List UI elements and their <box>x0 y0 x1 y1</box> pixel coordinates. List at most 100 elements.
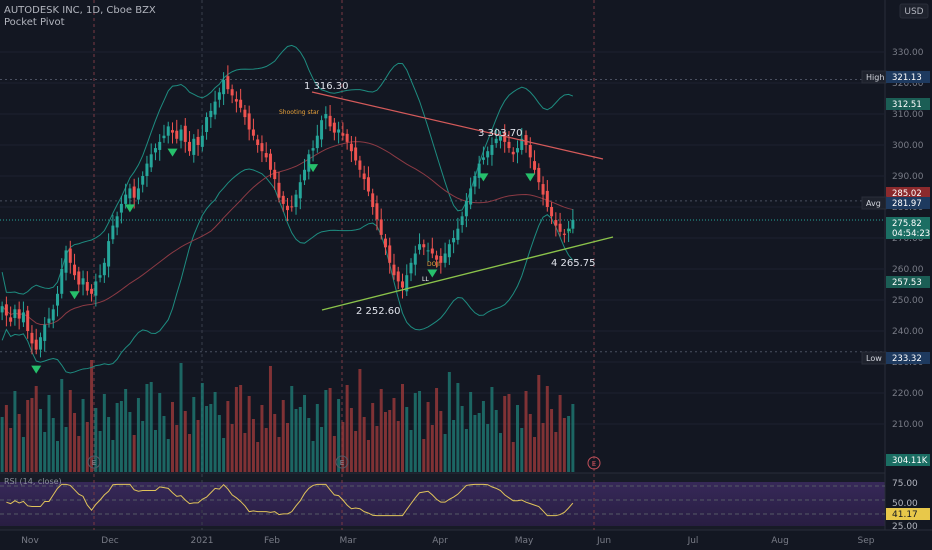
candle <box>554 212 558 237</box>
candle-body <box>102 262 106 276</box>
candle-body <box>60 269 64 294</box>
volume-bar <box>315 404 319 472</box>
price-tag-bg <box>886 197 930 209</box>
volume-bar <box>435 388 439 472</box>
volume-bar <box>388 410 392 472</box>
candle-body <box>205 117 209 132</box>
volume-bar <box>311 441 315 472</box>
pivot-label-2: 2 252.60 <box>356 306 401 317</box>
volume-bar <box>401 384 404 472</box>
price-tag: 257.53 <box>886 276 930 288</box>
volume-bar <box>375 426 379 472</box>
event-marker-1[interactable]: E <box>87 455 101 469</box>
candle <box>256 134 260 153</box>
candle <box>213 90 217 120</box>
event-marker-2[interactable]: E <box>335 455 349 469</box>
candle-body <box>34 339 38 350</box>
volume-bar <box>30 398 34 472</box>
candle <box>286 198 289 221</box>
candle-body <box>447 244 451 258</box>
candle-body <box>56 293 59 306</box>
candle-body <box>550 207 554 217</box>
candle-body <box>366 177 370 192</box>
volume-bar <box>332 436 336 472</box>
candle-body <box>85 282 89 291</box>
volume-bar <box>0 417 4 472</box>
volume-bar <box>256 442 260 472</box>
candle-body <box>320 120 324 140</box>
candle <box>264 142 268 163</box>
support-trendline[interactable] <box>321 236 614 311</box>
candle-body <box>260 143 264 152</box>
time-tick: Feb <box>264 536 280 546</box>
candle <box>209 103 213 128</box>
currency-badge[interactable] <box>899 3 929 19</box>
time-tick: Sep <box>858 536 875 546</box>
candle <box>115 211 119 236</box>
candle <box>290 195 294 212</box>
time-tick: 2021 <box>191 536 214 546</box>
volume-bar <box>171 402 174 472</box>
volume-bar <box>494 410 498 472</box>
volume-bar <box>413 393 417 472</box>
candle-body <box>107 241 111 267</box>
volume-bar <box>409 430 413 472</box>
candle-body <box>541 184 545 195</box>
candle <box>153 143 157 161</box>
volume-bar <box>153 430 157 472</box>
candle-body <box>226 76 230 90</box>
candle-body <box>456 228 460 240</box>
candle <box>439 248 443 274</box>
candle <box>102 258 106 283</box>
candle-body <box>209 110 213 118</box>
time-axis[interactable]: Nov Dec 2021 Feb Mar Apr May Jun Jul Aug Sep <box>21 536 875 546</box>
candle-body <box>234 99 238 102</box>
candle-body <box>298 182 302 199</box>
pivot-label-4: 4 265.75 <box>551 258 596 269</box>
candle <box>294 189 298 215</box>
candle <box>362 165 366 190</box>
candle-body <box>9 317 13 322</box>
candle <box>426 242 430 262</box>
candle <box>375 195 379 231</box>
volume-bar <box>124 389 128 472</box>
volume-bar <box>251 419 255 472</box>
volume-bar <box>162 416 166 472</box>
resistance-trendline[interactable] <box>311 91 604 160</box>
rsi-tick-75: 75.00 <box>892 479 918 489</box>
volume-bar <box>345 385 349 472</box>
candle <box>183 118 187 153</box>
time-tick: Nov <box>21 536 39 546</box>
price-tick: 310.00 <box>892 110 924 120</box>
chart-title: AUTODESK INC, 1D, Cboe BZX <box>4 5 156 16</box>
candle-body <box>507 141 511 149</box>
candle-body <box>477 163 481 178</box>
price-tick: 240.00 <box>892 327 924 337</box>
candle-body <box>217 92 221 100</box>
candle-body <box>264 153 268 158</box>
candle <box>38 332 42 358</box>
trendlines <box>311 91 614 311</box>
candle-body <box>17 309 21 319</box>
volume-bar <box>298 407 302 472</box>
candle <box>311 140 315 162</box>
candle <box>452 230 456 254</box>
volume-bar <box>107 417 111 472</box>
candle <box>511 147 515 163</box>
candle <box>281 191 285 212</box>
doji-label: DOJI <box>427 261 440 268</box>
candle <box>324 106 328 130</box>
volume-bar <box>537 375 541 472</box>
candle <box>303 158 307 185</box>
candle-body <box>281 195 285 204</box>
candle <box>205 112 209 140</box>
volume-bar <box>294 409 298 472</box>
price-tag-value: 321.13 <box>892 73 922 83</box>
volume-bar <box>439 411 443 472</box>
price-tag-value: 257.53 <box>892 278 922 288</box>
price-tag: 285.02 <box>886 187 930 199</box>
event-marker-3[interactable]: E <box>587 456 601 470</box>
price-tick: 260.00 <box>892 265 924 275</box>
volume-bar <box>486 424 490 472</box>
